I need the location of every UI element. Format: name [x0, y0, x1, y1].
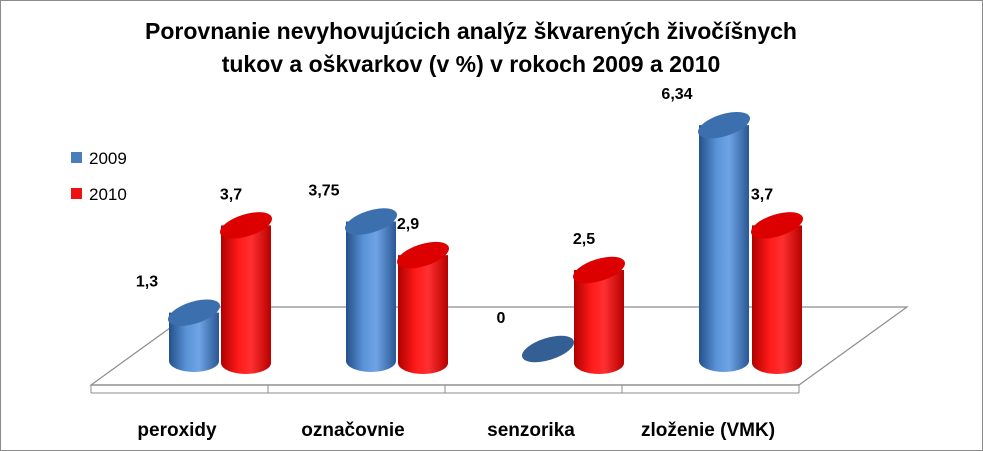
value-label-2010-senzorika: 2,5	[573, 231, 595, 248]
bar-2010-oznacovnie-top	[397, 241, 449, 269]
value-label-2009-senzorika: 0	[497, 310, 506, 327]
legend-swatch-2010	[71, 188, 82, 199]
bar-2010-zlozenie	[752, 225, 802, 374]
category-label-peroxidy: peroxidy	[137, 420, 217, 441]
category-label-oznacovnie: označovnie	[301, 420, 404, 441]
bar-2010-peroxidy-top	[220, 212, 272, 239]
value-label-2010-zlozenie: 3,7	[751, 186, 773, 203]
chart-title-line-2: tukov a oškvarkov (v %) v rokoch 2009 a …	[222, 51, 721, 77]
bar-2009-peroxidy-top	[168, 299, 220, 326]
chart-title-line-1: Porovnanie nevyhovujúcich analýz škvaren…	[145, 18, 797, 44]
bar-2010-senzorika	[574, 270, 624, 374]
legend: 2009 2010	[71, 149, 127, 204]
value-label-2010-peroxidy: 3,7	[220, 186, 242, 203]
bar-2009-zlozenie	[699, 125, 749, 372]
bar-2009-senzorika-top	[522, 335, 574, 363]
legend-label-2010: 2010	[89, 185, 127, 204]
value-label-2010-oznacovnie: 2,9	[397, 216, 419, 233]
value-label-2009-peroxidy: 1,3	[136, 274, 158, 291]
value-labels-group: 1,3 3,75 0 6,34 3,7 2,9 2,5 3,7	[136, 86, 773, 327]
bar-2010-oznacovnie	[398, 255, 448, 374]
category-label-senzorika: senzorika	[487, 420, 575, 441]
value-label-2009-zlozenie: 6,34	[661, 86, 692, 103]
value-label-2009-oznacovnie: 3,75	[308, 183, 339, 200]
bar-2010-senzorika-top	[573, 256, 625, 284]
bar-2009-peroxidy	[169, 312, 219, 372]
category-label-zlozenie: zloženie (VMK)	[641, 420, 775, 441]
bar-2009-oznacovnie	[346, 221, 396, 372]
bar-2009-oznacovnie-top	[345, 208, 397, 235]
bar-2009-zlozenie-top	[698, 111, 750, 139]
legend-swatch-2009	[71, 152, 82, 163]
legend-label-2009: 2009	[89, 149, 127, 168]
bars-group	[168, 111, 803, 374]
bar-2010-zlozenie-top	[751, 212, 803, 239]
bar-2010-peroxidy	[221, 225, 271, 374]
